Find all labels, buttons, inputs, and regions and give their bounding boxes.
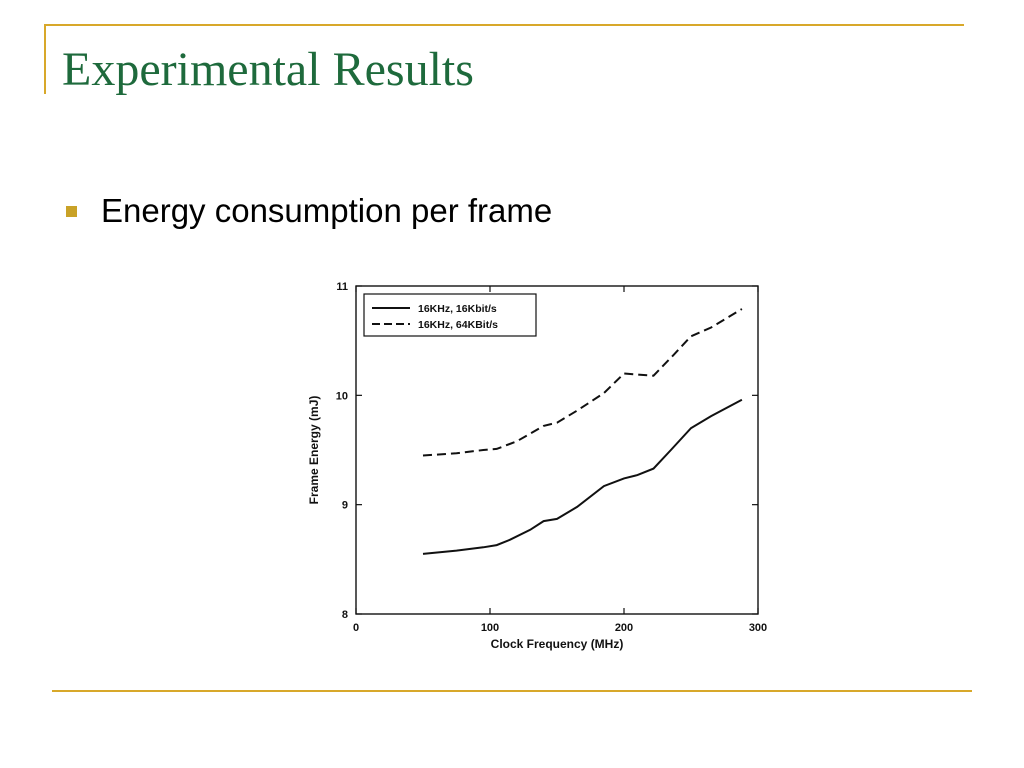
bullet-square-icon (66, 205, 77, 217)
plot-frame (355, 285, 759, 615)
x-tick-label-300: 300 (749, 622, 767, 634)
y-tick-label-9: 9 (342, 500, 348, 512)
y-tick-label-8: 8 (342, 609, 348, 621)
x-tick-label-200: 200 (615, 622, 633, 634)
series-line-1 (422, 398, 743, 555)
y-tick-label-11: 11 (336, 281, 348, 293)
bullet-text: Energy consumption per frame (101, 192, 553, 229)
x-tick-label-100: 100 (481, 622, 499, 634)
bottom-accent-rule (52, 690, 972, 692)
slide-title: Experimental Results (62, 43, 474, 96)
y-tick-label-10: 10 (336, 390, 348, 402)
legend-label-1: 16KHz, 16Kbit/s (418, 303, 497, 315)
y-axis-label: Frame Energy (mJ) (307, 396, 321, 505)
left-accent-rule (44, 24, 46, 94)
x-axis-label: Clock Frequency (MHz) (491, 637, 624, 651)
top-accent-rule (44, 24, 964, 26)
legend-box (363, 293, 537, 337)
x-tick-label-0: 0 (353, 622, 359, 634)
series-line-2 (422, 308, 743, 457)
legend-label-2: 16KHz, 64KBit/s (418, 319, 498, 331)
frame-energy-chart: 0 100 200 300 8 9 10 11 Clock Frequency (MHz) Fra… (298, 274, 788, 664)
bullet-item: Energy consumption per frame (66, 192, 552, 230)
chart-svg: 0 100 200 300 8 9 10 11 Clock Frequency (MHz) Fra… (307, 281, 767, 651)
